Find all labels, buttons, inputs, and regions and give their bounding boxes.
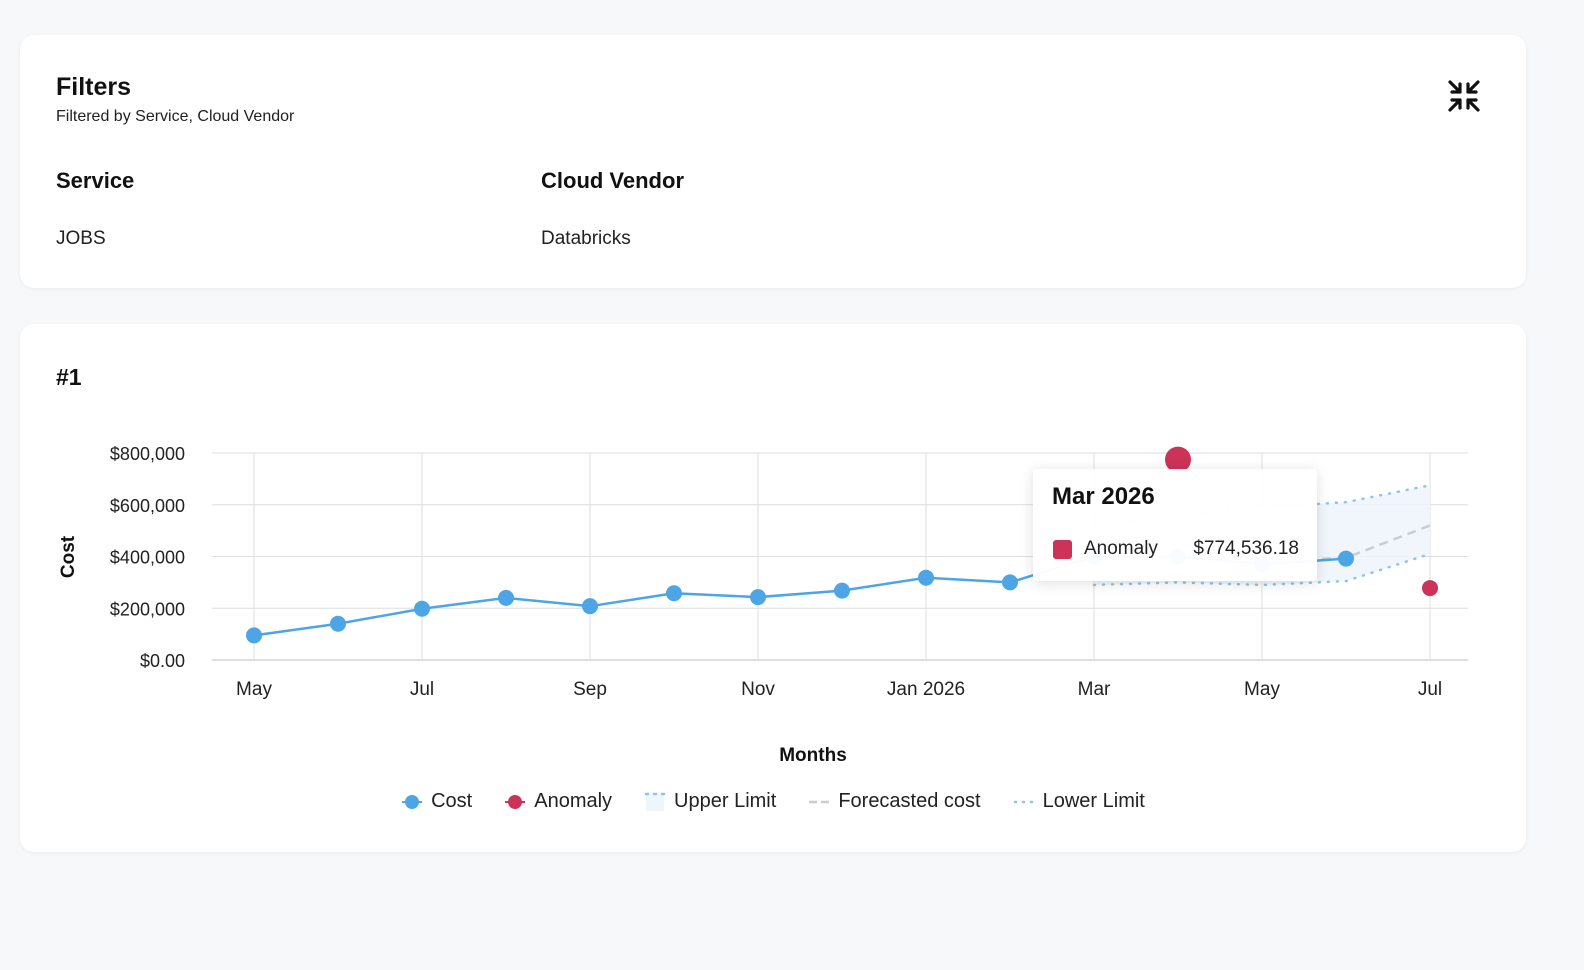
legend-label: Anomaly xyxy=(534,790,613,812)
legend-item-upper-limit[interactable]: Upper Limit xyxy=(644,790,776,813)
cost-point xyxy=(1338,550,1354,567)
filters-card: Filters Filtered by Service, Cloud Vendo… xyxy=(20,35,1526,288)
legend-item-lower-limit[interactable]: Lower Limit xyxy=(1013,790,1145,813)
legend-forecast-icon xyxy=(809,800,830,803)
tooltip-swatch xyxy=(1053,540,1072,559)
chart-tooltip: Mar 2026 Anomaly $774,536.18 xyxy=(1033,469,1317,581)
legend-upper-limit-icon xyxy=(644,792,666,811)
legend-lower-limit-icon xyxy=(1013,800,1034,803)
legend-label: Cost xyxy=(431,790,473,812)
legend-anomaly-icon xyxy=(505,794,526,809)
legend-label: Lower Limit xyxy=(1042,790,1145,812)
legend-item-cost[interactable]: Cost xyxy=(401,790,472,813)
legend-label: Forecasted cost xyxy=(838,790,981,812)
cost-point xyxy=(330,615,346,632)
x-tick-label: May xyxy=(1244,679,1280,700)
legend-item-forecasted-cost[interactable]: Forecasted cost xyxy=(808,790,981,813)
tooltip-title: Mar 2026 xyxy=(1052,483,1155,510)
chart-title: #1 xyxy=(56,364,82,390)
x-axis-title: Months xyxy=(779,745,847,766)
tooltip-series-label: Anomaly xyxy=(1084,538,1158,559)
x-tick-label: May xyxy=(236,679,272,700)
chart-legend: Cost Anomaly Upper Limit Forecasted cost… xyxy=(20,790,1526,813)
filters-title: Filters xyxy=(56,73,132,101)
cost-point xyxy=(834,582,850,599)
cost-point xyxy=(666,585,682,602)
x-tick-label: Sep xyxy=(573,679,607,700)
x-tick-label: Jul xyxy=(410,679,434,700)
cost-point xyxy=(246,627,262,644)
filter-service-label: Service xyxy=(56,168,135,193)
y-tick-label: $600,000 xyxy=(110,496,185,516)
chart-card: #1 $0.00 $200,000 $400,000 $600,000 $800,000… xyxy=(20,324,1526,852)
filter-service-value: JOBS xyxy=(56,228,106,249)
filters-subtitle: Filtered by Service, Cloud Vendor xyxy=(56,108,295,125)
legend-cost-icon xyxy=(402,794,423,809)
tooltip-value: $774,536.18 xyxy=(1193,538,1299,559)
lower-limit-line xyxy=(1092,552,1432,587)
x-tick-label: Mar xyxy=(1078,679,1111,700)
cost-point xyxy=(414,600,430,617)
filter-cloud-vendor-value: Databricks xyxy=(541,228,631,249)
y-tick-label: $200,000 xyxy=(110,599,185,619)
legend-item-anomaly[interactable]: Anomaly xyxy=(504,790,612,813)
y-tick-label: $400,000 xyxy=(110,548,185,568)
y-tick-label: $0.00 xyxy=(140,651,185,671)
x-tick-label: Nov xyxy=(741,679,775,700)
anomaly-point xyxy=(1422,580,1438,597)
y-tick-label: $800,000 xyxy=(110,444,185,464)
cost-chart[interactable]: $0.00 $200,000 $400,000 $600,000 $800,000 May… xyxy=(20,324,1526,852)
y-axis-title: Cost xyxy=(58,535,79,578)
legend-label: Upper Limit xyxy=(674,790,777,812)
cost-point xyxy=(582,598,598,615)
cost-point xyxy=(750,589,766,606)
cost-point xyxy=(1002,574,1018,591)
collapse-button[interactable] xyxy=(1445,77,1483,115)
cost-point xyxy=(918,569,934,586)
filter-cloud-vendor-label: Cloud Vendor xyxy=(541,168,684,193)
x-tick-label: Jan 2026 xyxy=(887,679,965,700)
collapse-icon xyxy=(1448,80,1480,112)
anomaly-point-hovered xyxy=(1165,446,1191,473)
cost-point xyxy=(498,589,514,606)
x-tick-label: Jul xyxy=(1418,679,1442,700)
